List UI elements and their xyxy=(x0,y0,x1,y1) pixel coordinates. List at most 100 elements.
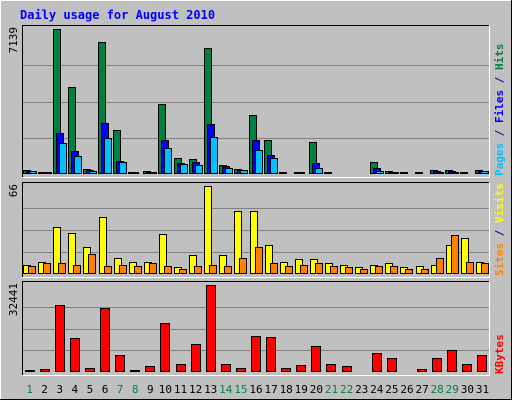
bar-kbytes-day-29 xyxy=(447,350,457,372)
x-tick-label: 16 xyxy=(249,383,262,396)
panel-legend: KBytes xyxy=(493,334,506,374)
bar-sites-day-8 xyxy=(134,266,142,274)
legend-entry: / xyxy=(493,123,506,143)
x-tick-label: 11 xyxy=(174,383,187,396)
panel-hits-files-pages: 7139 Pages / Files / Hits xyxy=(7,25,506,178)
x-tick-label: 13 xyxy=(204,383,217,396)
x-tick-label: 17 xyxy=(264,383,277,396)
x-tick-label: 7 xyxy=(117,383,124,396)
bar-kbytes-day-8 xyxy=(130,370,140,372)
legend-entry: Visits xyxy=(493,183,506,223)
bar-pages-day-17 xyxy=(270,158,278,174)
bar-hits-day-27 xyxy=(415,172,423,174)
bar-kbytes-day-12 xyxy=(191,344,201,372)
bar-sites-day-17 xyxy=(270,263,278,274)
bar-sites-day-31 xyxy=(481,263,489,274)
x-tick-label: 24 xyxy=(370,383,384,396)
bar-pages-day-4 xyxy=(74,156,82,174)
x-tick-label: 18 xyxy=(280,383,293,396)
bar-visits-day-17 xyxy=(265,245,273,274)
bar-kbytes-day-21 xyxy=(326,364,336,372)
bar-sites-day-1 xyxy=(28,266,36,274)
legend-entry: Hits xyxy=(493,44,506,71)
bar-pages-day-3 xyxy=(59,143,67,174)
panel-legend: Sites / Visits xyxy=(493,183,506,276)
bar-pages-day-12 xyxy=(195,165,203,174)
x-tick-label: 3 xyxy=(56,383,63,396)
bar-pages-day-5 xyxy=(89,171,97,174)
bar-visits-day-13 xyxy=(204,186,212,274)
bar-visits-day-10 xyxy=(159,234,167,274)
x-tick-label: 9 xyxy=(147,383,154,396)
bar-kbytes-day-22 xyxy=(342,366,352,372)
bar-visits-day-4 xyxy=(68,233,76,274)
bar-pages-day-31 xyxy=(481,171,489,174)
bar-sites-day-21 xyxy=(330,266,338,274)
bar-sites-day-15 xyxy=(239,258,247,274)
bar-sites-day-12 xyxy=(194,266,202,274)
bar-pages-day-2 xyxy=(44,172,52,174)
bar-sites-day-19 xyxy=(300,265,308,274)
x-tick-label: 20 xyxy=(310,383,323,396)
bar-sites-day-5 xyxy=(88,254,96,274)
bar-sites-day-24 xyxy=(375,266,383,274)
bar-sites-day-30 xyxy=(466,262,474,274)
x-tick-label: 21 xyxy=(325,383,338,396)
bar-sites-day-6 xyxy=(104,266,112,274)
series-kbytes xyxy=(25,285,487,372)
bar-pages-day-20 xyxy=(315,168,323,174)
x-tick-label: 31 xyxy=(476,383,489,396)
bar-hits-day-18 xyxy=(279,172,287,174)
bar-sites-day-28 xyxy=(436,258,444,274)
panel-max-label: 32441 xyxy=(7,283,20,316)
x-tick-label: 2 xyxy=(41,383,48,396)
bar-kbytes-day-28 xyxy=(432,358,442,372)
bar-kbytes-day-16 xyxy=(251,336,261,372)
bar-pages-day-11 xyxy=(180,164,188,174)
bar-pages-day-7 xyxy=(119,162,127,174)
legend-entry: KBytes xyxy=(493,334,506,374)
bar-pages-day-24 xyxy=(376,171,384,174)
bar-pages-day-1 xyxy=(29,171,37,174)
bar-kbytes-day-31 xyxy=(477,355,487,372)
x-tick-label: 26 xyxy=(400,383,413,396)
bar-kbytes-day-17 xyxy=(266,337,276,372)
bar-sites-day-10 xyxy=(164,266,172,274)
bar-pages-day-10 xyxy=(164,148,172,174)
bar-kbytes-day-14 xyxy=(221,364,231,372)
x-tick-label: 28 xyxy=(431,383,444,396)
panel-visits-sites: 66 Sites / Visits xyxy=(7,182,506,278)
x-tick-label: 4 xyxy=(71,383,78,396)
x-tick-label: 12 xyxy=(189,383,202,396)
bar-sites-day-16 xyxy=(255,247,263,274)
x-tick-label: 27 xyxy=(415,383,428,396)
x-tick-label: 14 xyxy=(219,383,233,396)
bar-pages-day-9 xyxy=(149,172,157,174)
bar-visits-day-6 xyxy=(99,217,107,274)
x-tick-label: 30 xyxy=(461,383,474,396)
bar-visits-day-30 xyxy=(461,238,469,274)
x-tick-label: 1 xyxy=(26,383,33,396)
bar-pages-day-15 xyxy=(240,170,248,174)
x-axis: 1 2 3 4 5 6 7 8 9 10 11 12 13 14 15 16 17 18 19 20 21 22 23 24 2… xyxy=(26,383,489,396)
series-sites xyxy=(28,235,489,274)
legend-entry: / xyxy=(493,70,506,90)
bar-kbytes-day-1 xyxy=(25,370,35,372)
legend-entry: Sites xyxy=(493,243,506,276)
legend-entry: / xyxy=(493,223,506,243)
series-pages xyxy=(29,137,489,174)
bar-pages-day-13 xyxy=(210,137,218,174)
x-tick-label: 23 xyxy=(355,383,368,396)
bar-kbytes-day-19 xyxy=(296,365,306,372)
panel-kbytes: 32441 KBytes xyxy=(7,281,506,376)
bar-kbytes-day-4 xyxy=(70,338,80,372)
bar-kbytes-day-11 xyxy=(176,364,186,372)
bar-visits-day-16 xyxy=(250,211,258,274)
bar-sites-day-14 xyxy=(224,266,232,274)
bar-sites-day-9 xyxy=(149,263,157,274)
bar-files-day-8 xyxy=(131,172,139,174)
x-tick-label: 29 xyxy=(446,383,459,396)
bar-sites-day-18 xyxy=(285,266,293,274)
bar-sites-day-13 xyxy=(209,265,217,274)
